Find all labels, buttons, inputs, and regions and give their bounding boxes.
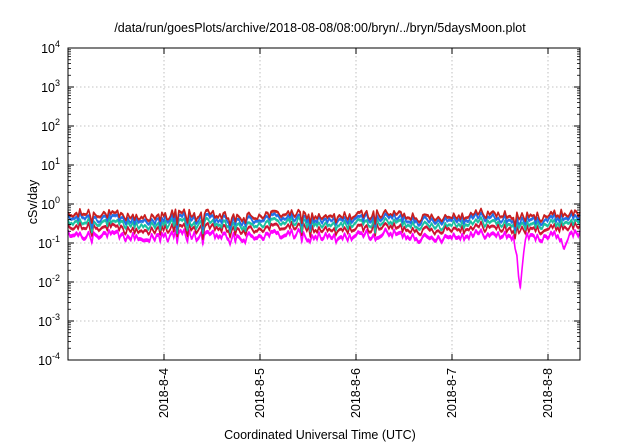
y-tick-label: 103	[41, 78, 60, 95]
series-line	[67, 227, 581, 289]
x-tick-label: 2018-8-5	[253, 368, 267, 418]
y-tick-label: 102	[41, 117, 60, 134]
y-tick-label: 104	[41, 39, 60, 56]
y-tick-label: 10-4	[38, 351, 60, 368]
y-tick-label: 10-1	[38, 234, 60, 251]
series-line	[67, 207, 581, 228]
chart-title: /data/run/goesPlots/archive/2018-08-08/0…	[114, 21, 526, 35]
y-tick-label: 101	[41, 156, 60, 173]
series-line	[67, 211, 581, 231]
x-tick-label: 2018-8-4	[157, 368, 171, 418]
y-tick-label: 10-3	[38, 312, 60, 329]
series-line	[67, 220, 581, 240]
grid-lines	[68, 48, 580, 360]
axis-ticks	[68, 47, 580, 361]
x-axis-label: Coordinated Universal Time (UTC)	[224, 428, 416, 442]
series-line	[67, 215, 581, 235]
x-tick-label: 2018-8-7	[445, 368, 459, 418]
series-lines	[67, 207, 581, 289]
y-tick-labels: 10-4 10-3 10-2 10-1 100 101 102 103 104	[38, 39, 60, 368]
x-tick-label: 2018-8-8	[541, 368, 555, 418]
y-tick-label: 100	[41, 195, 60, 212]
x-tick-labels: 2018-8-4 2018-8-5 2018-8-6 2018-8-7 2018-8-8	[157, 368, 555, 418]
x-tick-label: 2018-8-6	[349, 368, 363, 418]
y-tick-label: 10-2	[38, 273, 60, 290]
